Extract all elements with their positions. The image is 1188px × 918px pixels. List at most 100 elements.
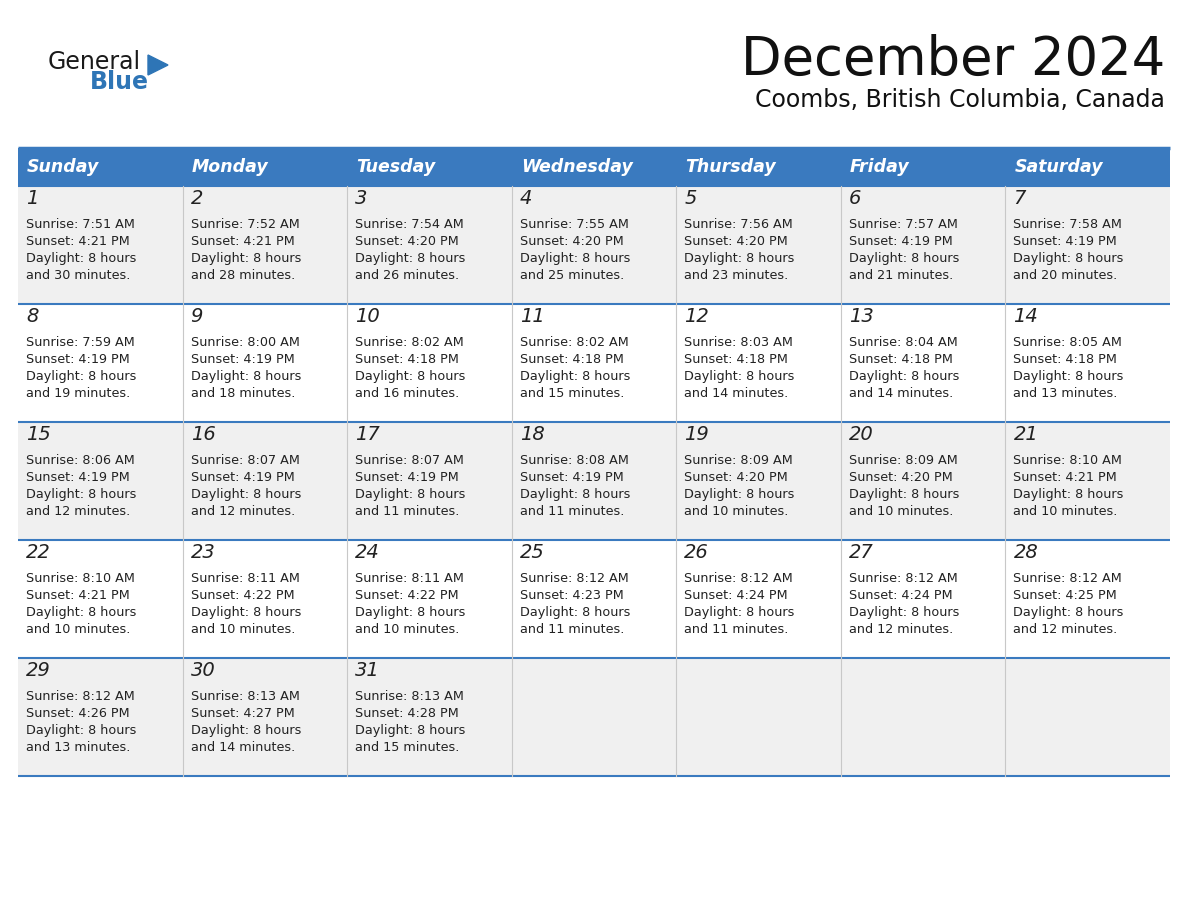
Bar <box>18 304 1170 422</box>
Text: Sunset: 4:25 PM: Sunset: 4:25 PM <box>1013 589 1117 602</box>
Text: and 11 minutes.: and 11 minutes. <box>519 505 624 518</box>
Text: Sunset: 4:19 PM: Sunset: 4:19 PM <box>1013 235 1117 248</box>
Text: Sunrise: 8:04 AM: Sunrise: 8:04 AM <box>849 336 958 349</box>
Text: Blue: Blue <box>90 70 148 94</box>
Text: Sunrise: 8:02 AM: Sunrise: 8:02 AM <box>355 336 463 349</box>
Text: Sunset: 4:23 PM: Sunset: 4:23 PM <box>519 589 624 602</box>
Bar <box>18 186 1170 304</box>
Text: and 10 minutes.: and 10 minutes. <box>355 623 460 636</box>
Text: 17: 17 <box>355 426 380 444</box>
Text: 28: 28 <box>1013 543 1038 563</box>
Text: Sunrise: 8:10 AM: Sunrise: 8:10 AM <box>26 572 135 585</box>
Text: Sunset: 4:20 PM: Sunset: 4:20 PM <box>684 235 788 248</box>
Text: 8: 8 <box>26 308 38 327</box>
Text: Sunrise: 7:58 AM: Sunrise: 7:58 AM <box>1013 218 1123 231</box>
Text: Daylight: 8 hours: Daylight: 8 hours <box>190 252 301 265</box>
Text: Sunrise: 8:11 AM: Sunrise: 8:11 AM <box>355 572 465 585</box>
Text: Sunset: 4:26 PM: Sunset: 4:26 PM <box>26 707 129 720</box>
Bar <box>18 148 183 186</box>
Text: Daylight: 8 hours: Daylight: 8 hours <box>849 488 959 501</box>
Text: Daylight: 8 hours: Daylight: 8 hours <box>684 370 795 383</box>
Text: and 14 minutes.: and 14 minutes. <box>849 387 953 400</box>
Text: Sunrise: 8:09 AM: Sunrise: 8:09 AM <box>684 454 794 467</box>
Text: and 10 minutes.: and 10 minutes. <box>26 623 131 636</box>
Text: and 26 minutes.: and 26 minutes. <box>355 269 460 282</box>
Text: 31: 31 <box>355 662 380 680</box>
Text: Coombs, British Columbia, Canada: Coombs, British Columbia, Canada <box>756 88 1165 112</box>
Text: Daylight: 8 hours: Daylight: 8 hours <box>355 370 466 383</box>
Text: Daylight: 8 hours: Daylight: 8 hours <box>1013 252 1124 265</box>
Text: Daylight: 8 hours: Daylight: 8 hours <box>26 370 137 383</box>
Text: Sunset: 4:18 PM: Sunset: 4:18 PM <box>849 353 953 366</box>
Text: 9: 9 <box>190 308 203 327</box>
Text: 1: 1 <box>26 189 38 208</box>
Text: Daylight: 8 hours: Daylight: 8 hours <box>519 252 630 265</box>
Text: Sunset: 4:21 PM: Sunset: 4:21 PM <box>190 235 295 248</box>
Text: 21: 21 <box>1013 426 1038 444</box>
Text: Sunset: 4:20 PM: Sunset: 4:20 PM <box>519 235 624 248</box>
Text: Sunrise: 8:11 AM: Sunrise: 8:11 AM <box>190 572 299 585</box>
Text: Daylight: 8 hours: Daylight: 8 hours <box>684 606 795 619</box>
Text: and 10 minutes.: and 10 minutes. <box>1013 505 1118 518</box>
Text: Tuesday: Tuesday <box>356 158 435 176</box>
Text: 2: 2 <box>190 189 203 208</box>
Text: Thursday: Thursday <box>685 158 776 176</box>
Text: 19: 19 <box>684 426 709 444</box>
Text: Wednesday: Wednesday <box>520 158 632 176</box>
Text: Sunrise: 8:07 AM: Sunrise: 8:07 AM <box>355 454 465 467</box>
Text: Daylight: 8 hours: Daylight: 8 hours <box>1013 606 1124 619</box>
Text: 29: 29 <box>26 662 51 680</box>
Text: Sunset: 4:20 PM: Sunset: 4:20 PM <box>684 471 788 484</box>
Text: Sunrise: 8:12 AM: Sunrise: 8:12 AM <box>684 572 794 585</box>
Text: Daylight: 8 hours: Daylight: 8 hours <box>26 606 137 619</box>
Text: Sunset: 4:19 PM: Sunset: 4:19 PM <box>519 471 624 484</box>
Text: 27: 27 <box>849 543 873 563</box>
Text: Sunset: 4:18 PM: Sunset: 4:18 PM <box>1013 353 1117 366</box>
Bar <box>347 148 512 186</box>
Text: Sunrise: 8:12 AM: Sunrise: 8:12 AM <box>26 690 134 703</box>
Text: General: General <box>48 50 141 74</box>
Text: Daylight: 8 hours: Daylight: 8 hours <box>26 252 137 265</box>
Text: Monday: Monday <box>191 158 268 176</box>
Text: 30: 30 <box>190 662 215 680</box>
Text: Sunset: 4:22 PM: Sunset: 4:22 PM <box>355 589 459 602</box>
Text: and 25 minutes.: and 25 minutes. <box>519 269 624 282</box>
Text: December 2024: December 2024 <box>741 34 1165 86</box>
Text: Sunset: 4:19 PM: Sunset: 4:19 PM <box>849 235 953 248</box>
Text: Sunset: 4:20 PM: Sunset: 4:20 PM <box>355 235 459 248</box>
Text: Daylight: 8 hours: Daylight: 8 hours <box>1013 370 1124 383</box>
Text: 3: 3 <box>355 189 367 208</box>
Text: and 16 minutes.: and 16 minutes. <box>355 387 460 400</box>
Text: Sunrise: 8:00 AM: Sunrise: 8:00 AM <box>190 336 299 349</box>
Text: and 12 minutes.: and 12 minutes. <box>1013 623 1118 636</box>
Text: 12: 12 <box>684 308 709 327</box>
Text: and 10 minutes.: and 10 minutes. <box>849 505 953 518</box>
Text: Sunset: 4:21 PM: Sunset: 4:21 PM <box>26 235 129 248</box>
Text: Sunrise: 7:56 AM: Sunrise: 7:56 AM <box>684 218 794 231</box>
Text: Daylight: 8 hours: Daylight: 8 hours <box>519 488 630 501</box>
Text: Sunset: 4:18 PM: Sunset: 4:18 PM <box>684 353 788 366</box>
Text: 23: 23 <box>190 543 215 563</box>
Text: Sunset: 4:24 PM: Sunset: 4:24 PM <box>849 589 953 602</box>
Text: Sunrise: 7:55 AM: Sunrise: 7:55 AM <box>519 218 628 231</box>
Text: Sunset: 4:18 PM: Sunset: 4:18 PM <box>355 353 459 366</box>
Text: and 15 minutes.: and 15 minutes. <box>519 387 624 400</box>
Text: 15: 15 <box>26 426 51 444</box>
Text: Daylight: 8 hours: Daylight: 8 hours <box>190 488 301 501</box>
Text: and 18 minutes.: and 18 minutes. <box>190 387 295 400</box>
Text: Sunset: 4:19 PM: Sunset: 4:19 PM <box>190 353 295 366</box>
Text: 7: 7 <box>1013 189 1025 208</box>
Text: and 12 minutes.: and 12 minutes. <box>26 505 131 518</box>
Text: and 13 minutes.: and 13 minutes. <box>26 741 131 754</box>
Text: Sunset: 4:21 PM: Sunset: 4:21 PM <box>1013 471 1117 484</box>
Text: Sunrise: 8:02 AM: Sunrise: 8:02 AM <box>519 336 628 349</box>
Text: and 12 minutes.: and 12 minutes. <box>849 623 953 636</box>
Text: Daylight: 8 hours: Daylight: 8 hours <box>849 252 959 265</box>
Text: Sunrise: 7:57 AM: Sunrise: 7:57 AM <box>849 218 958 231</box>
Text: Sunrise: 7:51 AM: Sunrise: 7:51 AM <box>26 218 135 231</box>
Text: Sunrise: 8:12 AM: Sunrise: 8:12 AM <box>1013 572 1123 585</box>
Bar <box>1005 148 1170 186</box>
Polygon shape <box>148 55 168 75</box>
Text: and 28 minutes.: and 28 minutes. <box>190 269 295 282</box>
Text: Daylight: 8 hours: Daylight: 8 hours <box>519 370 630 383</box>
